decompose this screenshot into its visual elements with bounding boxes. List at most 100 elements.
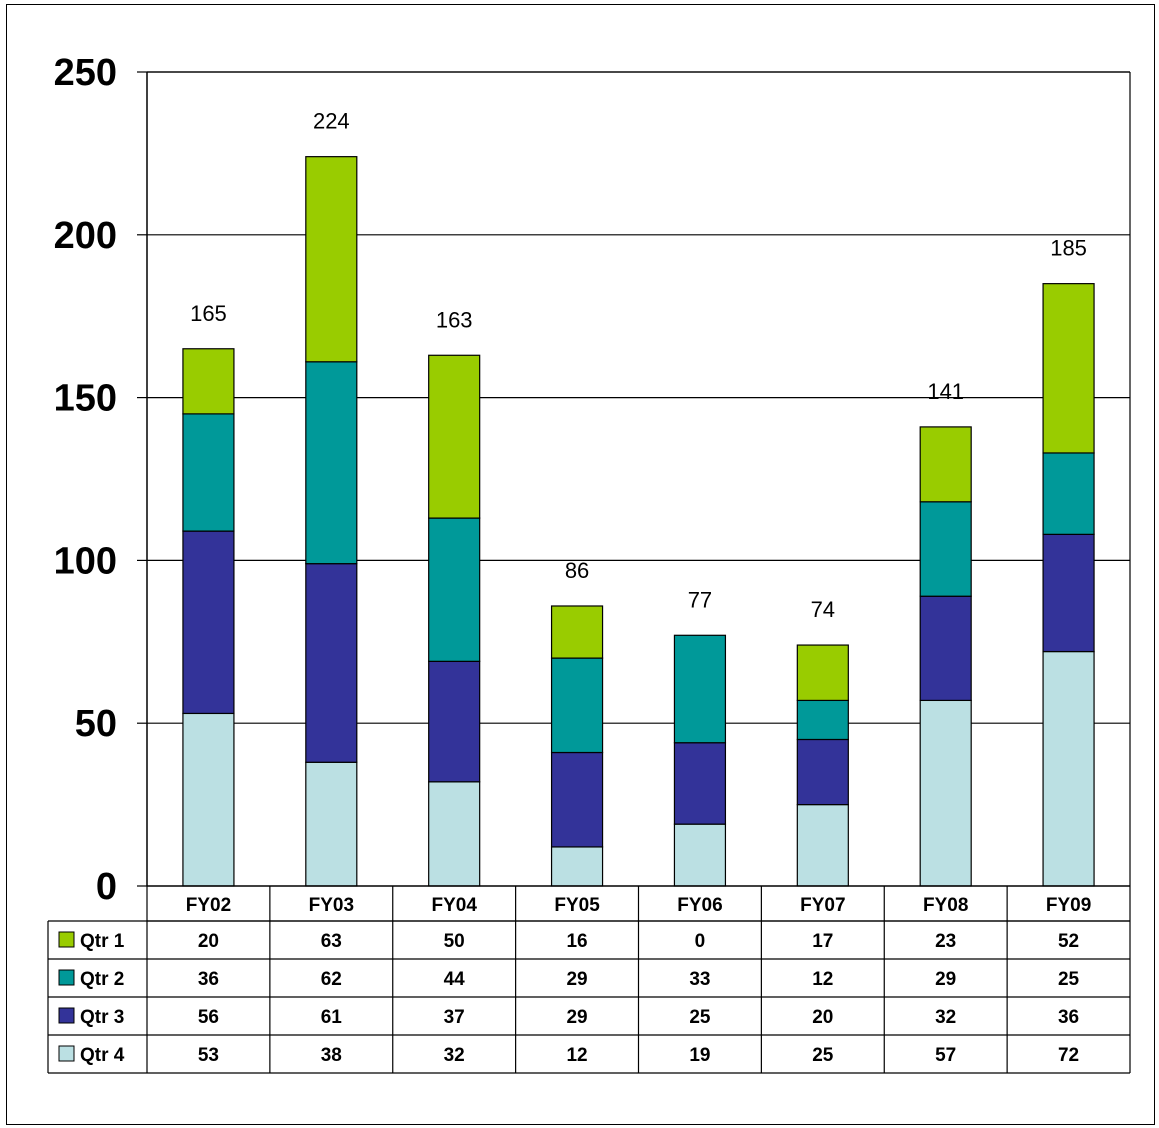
category-label: FY06 (677, 895, 722, 916)
table-cell: 32 (444, 1045, 465, 1066)
table-cell: 17 (812, 931, 833, 952)
legend-swatch (58, 1045, 75, 1062)
category-label: FY03 (309, 895, 354, 916)
table-cell: 19 (689, 1045, 710, 1066)
total-label: 141 (927, 379, 964, 404)
y-tick-label: 50 (75, 703, 117, 745)
bar-segment (182, 530, 235, 715)
bar-segment (428, 517, 481, 662)
bar-segment (1042, 283, 1095, 454)
bar-segment (550, 605, 604, 659)
total-label: 77 (688, 587, 712, 612)
table-cell: 72 (1058, 1045, 1079, 1066)
table-cell: 12 (566, 1045, 587, 1066)
bar-segment (1042, 650, 1095, 887)
table-cell: 37 (444, 1007, 465, 1028)
grid-lines (147, 71, 1130, 724)
bar-segment (919, 426, 972, 503)
y-tick-label: 200 (54, 215, 117, 257)
legend-swatch (58, 969, 75, 986)
bar-segment (428, 781, 481, 887)
legend-swatch (58, 931, 75, 948)
y-tick-label: 0 (96, 866, 117, 908)
category-label: FY04 (431, 895, 477, 916)
category-label: FY09 (1046, 895, 1091, 916)
table-cell: 63 (321, 931, 342, 952)
bar-segment (796, 803, 849, 887)
legend-label: Qtr 2 (80, 969, 124, 990)
table-cell: 25 (689, 1007, 711, 1028)
category-label: FY05 (554, 895, 600, 916)
y-tick-label: 250 (54, 52, 117, 94)
bar-segment (550, 846, 604, 887)
table-cell: 36 (198, 969, 219, 990)
table-cell: 23 (935, 931, 956, 952)
table-cell: 33 (689, 969, 710, 990)
total-labels: 165 224 163 86 77 74 141 185 (190, 109, 1087, 622)
table-cell: 25 (812, 1045, 834, 1066)
bar-segment (182, 348, 235, 415)
bar-segment (673, 742, 727, 825)
bar-segment (182, 413, 235, 532)
y-tick-label: 150 (54, 378, 117, 420)
bar-segment (796, 644, 849, 702)
table-cell: 20 (198, 931, 219, 952)
bar-segment (550, 751, 604, 848)
data-table: FY02 FY03 FY04 FY05 FY06 FY07 FY08 FY09 Qtr 1 20 6… (47, 886, 1131, 1074)
bar-segment (673, 634, 727, 744)
table-cell: 57 (935, 1045, 956, 1066)
table-cell: 38 (321, 1045, 342, 1066)
bar-segment (796, 699, 849, 741)
legend-swatch (58, 1007, 75, 1024)
table-cell: 32 (935, 1007, 956, 1028)
table-cell: 12 (812, 969, 833, 990)
bar-stacks (182, 156, 1095, 887)
category-label: FY07 (800, 895, 845, 916)
table-cell: 53 (198, 1045, 219, 1066)
bar-segment (182, 712, 235, 887)
table-cell: 62 (321, 969, 342, 990)
bar-segment (550, 657, 604, 754)
table-cell: 36 (1058, 1007, 1079, 1028)
bar-segment (1042, 452, 1095, 535)
total-label: 86 (565, 558, 589, 583)
total-label: 163 (436, 307, 473, 332)
bar-segment (305, 361, 358, 565)
total-label: 185 (1050, 236, 1087, 261)
table-cell: 25 (1058, 969, 1080, 990)
table-cell: 20 (812, 1007, 833, 1028)
legend-label: Qtr 1 (80, 931, 125, 952)
axes (137, 71, 1131, 887)
table-cell: 61 (321, 1007, 343, 1028)
table-cell: 29 (566, 969, 587, 990)
table-cell: 52 (1058, 931, 1079, 952)
bar-segment (305, 156, 358, 363)
table-cell: 29 (566, 1007, 587, 1028)
category-label: FY02 (186, 895, 231, 916)
bar-segment (673, 823, 727, 887)
legend-label: Qtr 4 (80, 1045, 125, 1066)
bar-segment (428, 354, 481, 519)
table-cell: 44 (444, 969, 466, 990)
bar-segment (1042, 533, 1095, 653)
total-label: 165 (190, 301, 227, 326)
table-cell: 56 (198, 1007, 219, 1028)
total-label: 74 (811, 597, 835, 622)
bar-segment (919, 699, 972, 887)
bar-segment (305, 563, 358, 763)
table-cell: 50 (444, 931, 465, 952)
category-label: FY08 (923, 895, 968, 916)
bar-segment (428, 660, 481, 783)
bar-segment (796, 738, 849, 806)
bar-segment (919, 501, 972, 597)
total-label: 224 (313, 109, 350, 134)
legend-label: Qtr 3 (80, 1007, 124, 1028)
table-cell: 16 (566, 931, 587, 952)
y-tick-label: 100 (54, 540, 117, 582)
table-cell: 0 (695, 931, 706, 952)
bar-segment (305, 761, 358, 887)
table-cell: 29 (935, 969, 956, 990)
bar-segment (919, 595, 972, 702)
y-tick-labels: 0 50 100 150 200 250 (54, 52, 117, 908)
